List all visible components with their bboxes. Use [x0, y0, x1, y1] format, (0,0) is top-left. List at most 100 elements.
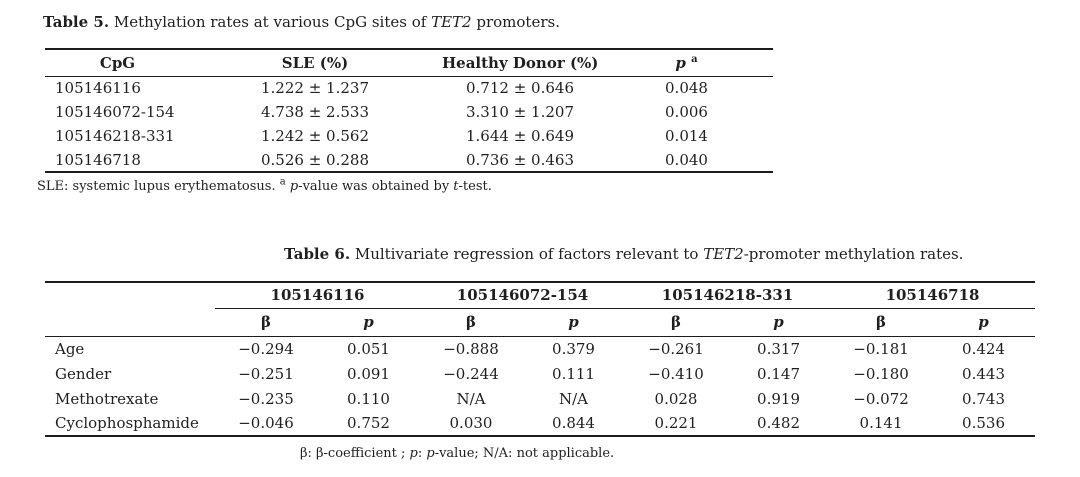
table6-cell: 0.030 — [449, 414, 493, 432]
table5-cell-p: 0.006 — [665, 103, 708, 121]
table5-footnote: SLE: systemic lupus erythematosus. a p-v… — [37, 176, 492, 195]
table-row: 105146072-154 4.738 ± 2.533 3.310 ± 1.20… — [45, 100, 773, 124]
table5-caption-gene: TET2 — [431, 13, 472, 31]
table-row: Methotrexate −0.235 0.110 N/A N/A 0.028 … — [45, 386, 1035, 411]
table6-footnote-p2: p — [426, 446, 435, 461]
table5-caption-text: Methylation rates at various CpG sites o… — [109, 13, 432, 31]
table5-footnote-p: p — [289, 179, 299, 194]
table6-cell: N/A — [456, 389, 486, 408]
table6-group-header: 105146218-331 — [625, 282, 831, 309]
table6-stub-header — [45, 282, 215, 308]
table6-cell: 0.752 — [347, 414, 390, 432]
table6-group-header: 105146116 — [215, 282, 420, 309]
table5-footnote-text3: -test. — [458, 179, 492, 194]
table6-group-header: 105146718 — [830, 282, 1036, 309]
table6-cell: −0.235 — [238, 389, 294, 408]
table5-cell-p: 0.048 — [665, 79, 708, 98]
table6-footnote-p1: p — [409, 446, 418, 461]
table6: 105146116 105146072-154 105146218-331 10… — [45, 281, 1036, 437]
table6-caption-label: Table 6. — [284, 245, 351, 263]
table6-cell: −0.251 — [238, 364, 294, 383]
table6-cell: 0.221 — [654, 414, 698, 432]
table6-cell: −0.244 — [443, 364, 499, 383]
table6-cell: 0.424 — [962, 339, 1005, 358]
table6-cell: 0.141 — [859, 414, 903, 432]
table6-caption-text: Multivariate regression of factors relev… — [350, 245, 704, 263]
table5-header-p: p a — [600, 49, 773, 77]
table5-footnote-text: SLE: systemic lupus erythematosus. — [37, 179, 280, 194]
table6-row-label: Cyclophosphamide — [55, 414, 199, 432]
table5: CpG SLE (%) Healthy Donor (%) p a 105146… — [45, 48, 773, 173]
table-row: 105146116 1.222 ± 1.237 0.712 ± 0.646 0.… — [45, 76, 773, 100]
table6-p-header: p — [727, 308, 831, 337]
table6-row-label: Age — [55, 339, 85, 358]
table6-cell: 0.147 — [757, 364, 800, 383]
table-row: 105146718 0.526 ± 0.288 0.736 ± 0.463 0.… — [45, 148, 773, 172]
table5-cell-healthy: 1.644 ± 0.649 — [466, 127, 574, 145]
table5-cell-p: 0.040 — [665, 150, 708, 169]
table5-cell-healthy: 3.310 ± 1.207 — [466, 103, 574, 121]
table5-cell-sle: 1.222 ± 1.237 — [261, 79, 369, 98]
table6-cell: 0.111 — [552, 364, 595, 383]
table6-cell: 0.743 — [962, 389, 1005, 408]
table6-cell: −0.410 — [648, 364, 704, 383]
table5-cell-sle: 0.526 ± 0.288 — [261, 150, 369, 169]
table6-footnote-colon: : — [417, 446, 427, 461]
table5-header-sle: SLE (%) — [190, 49, 440, 77]
table6-cell: 0.536 — [962, 414, 1005, 432]
table5-footnote-text2: -value was obtained by — [298, 179, 454, 194]
table6-row-label: Gender — [55, 364, 112, 383]
table6-caption: Table 6. Multivariate regression of fact… — [284, 245, 963, 264]
table6-caption-text-end: -promoter methylation rates. — [743, 245, 964, 263]
table5-header-cpg: CpG — [45, 49, 190, 77]
table-row: Gender −0.251 0.091 −0.244 0.111 −0.410 … — [45, 361, 1035, 386]
table-row: 105146218-331 1.242 ± 0.562 1.644 ± 0.64… — [45, 124, 773, 148]
table6-cell: 0.110 — [347, 389, 390, 408]
table6-cell: 0.091 — [347, 364, 390, 383]
table6-cell: 0.379 — [552, 339, 595, 358]
table6-cell: 0.051 — [347, 339, 390, 358]
table-row: Age −0.294 0.051 −0.888 0.379 −0.261 0.3… — [45, 336, 1035, 361]
table6-cell: −0.046 — [238, 414, 294, 432]
table5-cell-healthy: 0.736 ± 0.463 — [466, 150, 574, 169]
table6-caption-gene: TET2 — [703, 245, 744, 263]
table5-caption-label: Table 5. — [43, 13, 110, 31]
table6-cell: 0.028 — [654, 389, 698, 408]
table5-header-healthy: Healthy Donor (%) — [440, 49, 600, 77]
table5-cell-sle: 1.242 ± 0.562 — [261, 127, 369, 145]
table5-cell-sle: 4.738 ± 2.533 — [261, 103, 369, 121]
table5-cell-cpg: 105146072-154 — [55, 103, 175, 121]
table5-header-p-sup: a — [691, 53, 698, 65]
table5-header-row: CpG SLE (%) Healthy Donor (%) p a — [45, 49, 773, 77]
table6-footnote: β: β-coefficient ; p: p-value; N/A: not … — [300, 445, 614, 462]
table6-stub-subheader — [45, 308, 215, 337]
table6-cell: 0.317 — [757, 339, 800, 358]
table6-group-header-row: 105146116 105146072-154 105146218-331 10… — [45, 282, 1036, 309]
table6-beta-header: β — [625, 308, 728, 337]
table6-p-header: p — [522, 308, 626, 337]
table6-footnote-text: β: β-coefficient ; — [300, 446, 410, 461]
table6-cell: 0.844 — [552, 414, 595, 432]
table5-cell-cpg: 105146116 — [55, 79, 141, 98]
table6-cell: −0.180 — [853, 364, 909, 383]
table6-cell: 0.482 — [757, 414, 800, 432]
table6-p-header: p — [317, 308, 420, 337]
table6-cell: −0.888 — [443, 339, 499, 358]
table5-header-p-symbol: p — [675, 53, 686, 72]
table6-p-header: p — [932, 308, 1036, 337]
table5-footnote-sup: a — [279, 176, 286, 188]
table-row: Cyclophosphamide −0.046 0.752 0.030 0.84… — [45, 411, 1035, 436]
table6-cell: −0.072 — [853, 389, 909, 408]
table6-cell: −0.294 — [238, 339, 294, 358]
table6-beta-header: β — [215, 308, 317, 337]
table6-row-label: Methotrexate — [55, 389, 159, 408]
table6-beta-header: β — [830, 308, 933, 337]
table6-sub-header-row: β p β p β p β p — [45, 308, 1036, 337]
table5-footnote-t: t — [453, 179, 459, 194]
table5-caption-text-end: promoters. — [471, 13, 560, 31]
table5-cell-p: 0.014 — [665, 127, 708, 145]
table5-cell-cpg: 105146218-331 — [55, 127, 175, 145]
table6-group-header: 105146072-154 — [420, 282, 626, 309]
table6-cell: 0.919 — [757, 389, 800, 408]
